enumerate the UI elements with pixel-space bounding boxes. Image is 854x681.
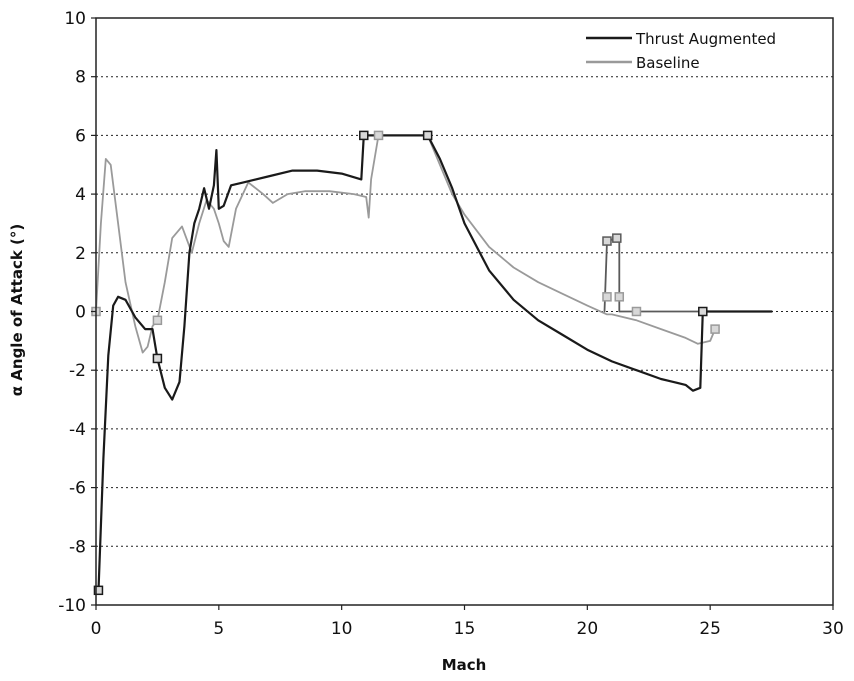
x-tick-label: 25 (699, 619, 721, 639)
marker-baseline (710, 324, 720, 334)
marker-baseline (602, 292, 612, 302)
x-tick-label: 5 (213, 619, 224, 639)
x-axis-ticks: 0 5 10 15 20 25 30 (91, 605, 844, 639)
marker-transition (602, 236, 612, 246)
marker-transition (612, 233, 622, 243)
x-axis-title: Mach (442, 656, 487, 674)
series-line-baseline (95, 134, 716, 354)
y-tick-label: 0 (75, 303, 86, 323)
marker-baseline (373, 130, 384, 141)
x-tick-label: 30 (822, 619, 844, 639)
x-tick-label: 20 (577, 619, 599, 639)
legend: Thrust Augmented Baseline (586, 30, 776, 72)
marker-thrust-augmented (152, 353, 163, 364)
y-axis-title: α Angle of Attack (°) (8, 224, 26, 397)
series-line-thrust-augmented (97, 134, 773, 592)
y-tick-label: -6 (69, 479, 86, 499)
marker-baseline (614, 292, 625, 302)
y-tick-label: -10 (58, 596, 86, 616)
y-tick-label: 10 (64, 9, 86, 29)
y-tick-label: 2 (75, 244, 86, 264)
y-tick-label: 8 (75, 68, 86, 88)
y-tick-label: -4 (69, 420, 86, 440)
legend-label-thrust-augmented: Thrust Augmented (635, 30, 776, 48)
marker-baseline (631, 306, 642, 317)
y-tick-label: 6 (75, 126, 86, 146)
x-tick-label: 10 (331, 619, 353, 639)
marker-thrust-augmented (698, 306, 708, 317)
y-tick-label: -8 (69, 537, 86, 557)
legend-label-baseline: Baseline (636, 54, 700, 72)
series-layer (95, 134, 773, 592)
y-axis-ticks: -10 -8 -6 -4 -2 0 2 4 6 8 10 (58, 9, 96, 616)
y-tick-label: -2 (69, 361, 86, 381)
marker-thrust-augmented (93, 585, 104, 596)
x-tick-label: 15 (454, 619, 476, 639)
marker-thrust-augmented (422, 130, 433, 141)
y-tick-label: 4 (75, 185, 86, 205)
marker-layer (91, 130, 720, 596)
marker-thrust-augmented (359, 130, 369, 141)
x-tick-label: 0 (91, 619, 102, 639)
marker-baseline (152, 315, 163, 326)
